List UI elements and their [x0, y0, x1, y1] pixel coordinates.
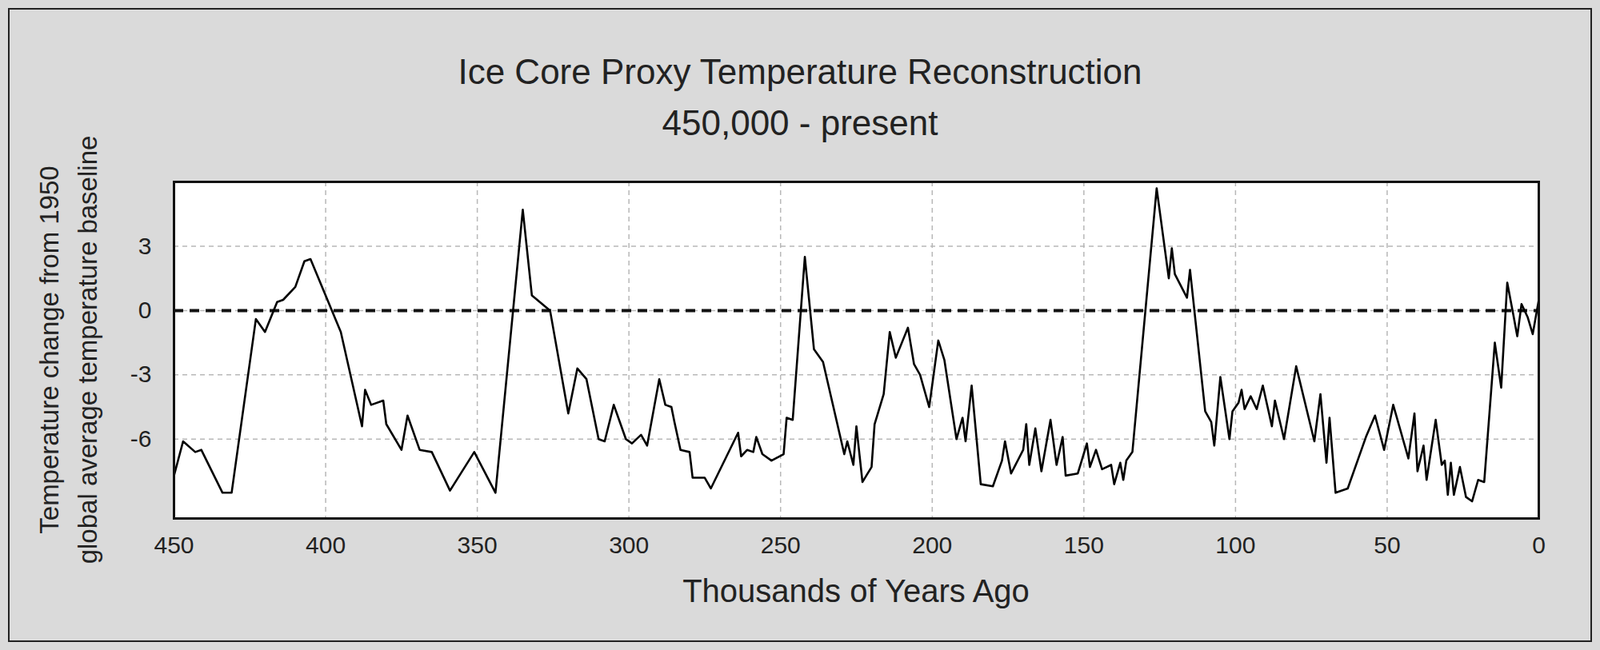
svg-text:200: 200 [912, 532, 952, 559]
svg-text:150: 150 [1064, 532, 1104, 559]
svg-text:Temperature change from 1950: Temperature change from 1950 [34, 165, 64, 534]
svg-text:400: 400 [305, 532, 346, 559]
svg-text:0: 0 [138, 296, 152, 324]
svg-text:Thousands of Years Ago: Thousands of Years Ago [682, 573, 1030, 609]
svg-text:0: 0 [1532, 532, 1546, 559]
svg-text:-3: -3 [130, 360, 152, 388]
svg-text:300: 300 [608, 532, 649, 559]
svg-text:global average temperature bas: global average temperature baseline [72, 136, 103, 565]
svg-text:100: 100 [1215, 532, 1256, 559]
svg-text:3: 3 [138, 232, 152, 260]
svg-text:350: 350 [457, 532, 498, 559]
html-text:450,000 - present: 450,000 - present [662, 103, 938, 143]
svg-text:450: 450 [153, 532, 194, 559]
html-text:Ice Core Proxy Temperature Rec: Ice Core Proxy Temperature Reconstructio… [457, 52, 1143, 92]
svg-text:50: 50 [1373, 532, 1400, 559]
svg-text:-6: -6 [130, 425, 152, 452]
svg-text:250: 250 [760, 532, 801, 559]
